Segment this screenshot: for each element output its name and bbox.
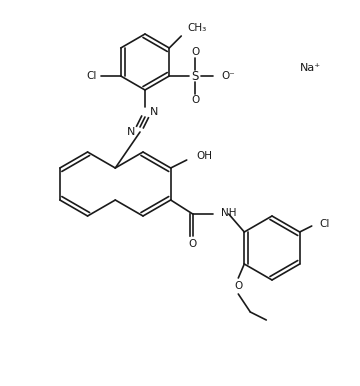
Text: O: O	[191, 47, 199, 57]
Text: OH: OH	[197, 151, 213, 161]
Text: NH: NH	[221, 208, 236, 218]
Text: Cl: Cl	[320, 219, 330, 229]
Text: S: S	[192, 69, 199, 83]
Text: Na⁺: Na⁺	[300, 63, 321, 73]
Text: O: O	[234, 281, 242, 291]
Text: N: N	[150, 107, 158, 117]
Text: O⁻: O⁻	[221, 71, 235, 81]
Text: O: O	[189, 239, 197, 249]
Text: Cl: Cl	[86, 71, 97, 81]
Text: N: N	[127, 127, 135, 137]
Text: O: O	[191, 95, 199, 105]
Text: CH₃: CH₃	[187, 23, 207, 33]
